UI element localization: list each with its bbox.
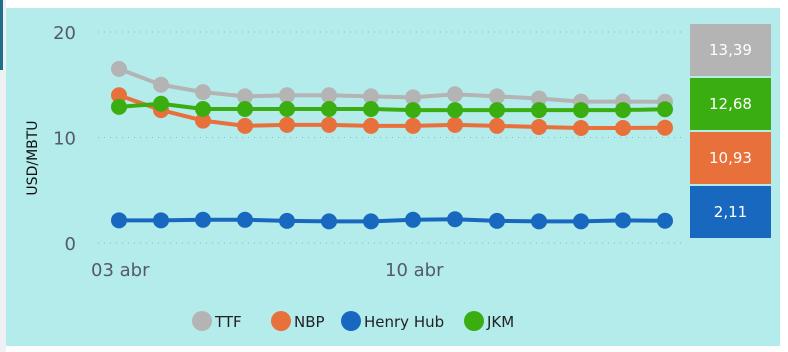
y-tick-label: 20: [53, 23, 76, 44]
data-point-henry-hub[interactable]: [489, 212, 505, 229]
value-box-ttf: 13,39: [690, 24, 771, 76]
data-point-henry-hub[interactable]: [573, 213, 589, 230]
value-box-bg: [690, 186, 771, 238]
legend-item-henry-hub[interactable]: Henry Hub: [341, 311, 444, 331]
data-point-jkm[interactable]: [615, 102, 631, 119]
data-point-henry-hub[interactable]: [195, 211, 211, 228]
data-point-ttf[interactable]: [279, 87, 295, 104]
x-axis-ticks: 03 abr 10 abr: [91, 260, 444, 281]
legend-marker: [271, 311, 291, 331]
legend-label: NBP: [294, 313, 325, 331]
data-point-nbp[interactable]: [363, 117, 379, 134]
x-tick-label: 10 abr: [385, 260, 444, 281]
legend[interactable]: TTF NBP Henry Hub JKM: [192, 311, 514, 331]
value-box-henry-hub: 2,11: [690, 186, 771, 238]
value-box-jkm: 12,68: [690, 78, 771, 130]
value-box-label: 13,39: [709, 41, 752, 59]
data-point-henry-hub[interactable]: [237, 211, 253, 228]
data-point-ttf[interactable]: [363, 88, 379, 105]
data-point-henry-hub[interactable]: [111, 212, 127, 229]
data-point-nbp[interactable]: [573, 120, 589, 137]
data-point-nbp[interactable]: [531, 118, 547, 135]
data-point-nbp[interactable]: [489, 117, 505, 134]
y-axis-title: USD/MBTU: [25, 120, 41, 195]
value-box-bg: [690, 132, 771, 184]
line-chart: 0 10 20 USD/MBTU 03 abr 10 abr 13,39 12,68 10…: [25, 23, 771, 331]
series-group: [111, 60, 673, 230]
data-point-ttf[interactable]: [111, 60, 127, 77]
data-point-jkm[interactable]: [111, 98, 127, 115]
data-point-henry-hub[interactable]: [321, 213, 337, 230]
data-point-jkm[interactable]: [363, 101, 379, 118]
data-point-jkm[interactable]: [153, 95, 169, 112]
series-ttf: [111, 60, 673, 110]
series-henry-hub: [111, 211, 673, 230]
data-point-jkm[interactable]: [321, 101, 337, 118]
value-box-nbp: 10,93: [690, 132, 771, 184]
data-point-nbp[interactable]: [447, 116, 463, 133]
legend-marker: [192, 311, 212, 331]
y-tick-label: 0: [65, 234, 76, 255]
data-point-jkm[interactable]: [657, 101, 673, 118]
data-point-henry-hub[interactable]: [279, 212, 295, 229]
legend-item-nbp[interactable]: NBP: [271, 311, 325, 331]
data-point-henry-hub[interactable]: [531, 213, 547, 230]
legend-label: TTF: [214, 313, 242, 331]
data-point-jkm[interactable]: [573, 102, 589, 119]
data-point-nbp[interactable]: [279, 116, 295, 133]
data-point-nbp[interactable]: [615, 120, 631, 137]
y-tick-label: 10: [53, 129, 76, 150]
last-value-boxes: 13,39 12,68 10,93 2,11: [690, 24, 771, 238]
legend-label: Henry Hub: [364, 313, 444, 331]
legend-item-ttf[interactable]: TTF: [192, 311, 242, 331]
y-axis-ticks: 0 10 20: [53, 23, 76, 255]
data-point-ttf[interactable]: [237, 88, 253, 105]
value-box-label: 12,68: [709, 95, 752, 113]
data-point-jkm[interactable]: [447, 102, 463, 119]
data-point-ttf[interactable]: [447, 86, 463, 103]
chart-panel: 0 10 20 USD/MBTU 03 abr 10 abr 13,39 12,68 10…: [6, 8, 780, 346]
data-point-jkm[interactable]: [405, 102, 421, 119]
data-point-ttf[interactable]: [489, 88, 505, 105]
legend-label: JKM: [486, 313, 514, 331]
data-point-nbp[interactable]: [111, 87, 127, 104]
data-point-ttf[interactable]: [195, 84, 211, 101]
value-box-label: 2,11: [714, 203, 747, 221]
left-edge-strip: [0, 0, 6, 352]
x-tick-label: 03 abr: [91, 260, 150, 281]
data-point-henry-hub[interactable]: [447, 211, 463, 228]
data-point-jkm[interactable]: [237, 101, 253, 118]
data-point-nbp[interactable]: [237, 117, 253, 134]
legend-marker: [464, 311, 484, 331]
data-point-ttf[interactable]: [153, 76, 169, 93]
data-point-henry-hub[interactable]: [405, 211, 421, 228]
data-point-nbp[interactable]: [321, 116, 337, 133]
data-point-jkm[interactable]: [195, 101, 211, 118]
data-point-henry-hub[interactable]: [657, 212, 673, 229]
data-point-jkm[interactable]: [531, 102, 547, 119]
data-point-jkm[interactable]: [489, 102, 505, 119]
data-point-nbp[interactable]: [657, 119, 673, 136]
legend-marker: [341, 311, 361, 331]
data-point-ttf[interactable]: [405, 89, 421, 106]
value-box-bg: [690, 78, 771, 130]
legend-item-jkm[interactable]: JKM: [464, 311, 514, 331]
data-point-henry-hub[interactable]: [363, 213, 379, 230]
value-box-bg: [690, 24, 771, 76]
left-edge-accent: [0, 0, 3, 70]
data-point-nbp[interactable]: [195, 112, 211, 129]
value-box-label: 10,93: [709, 149, 752, 167]
data-point-ttf[interactable]: [531, 90, 547, 107]
data-point-nbp[interactable]: [405, 117, 421, 134]
data-point-henry-hub[interactable]: [153, 212, 169, 229]
gridlines: [98, 31, 686, 244]
data-point-jkm[interactable]: [279, 101, 295, 118]
data-point-henry-hub[interactable]: [615, 212, 631, 229]
data-point-ttf[interactable]: [321, 87, 337, 104]
series-jkm: [111, 95, 673, 119]
